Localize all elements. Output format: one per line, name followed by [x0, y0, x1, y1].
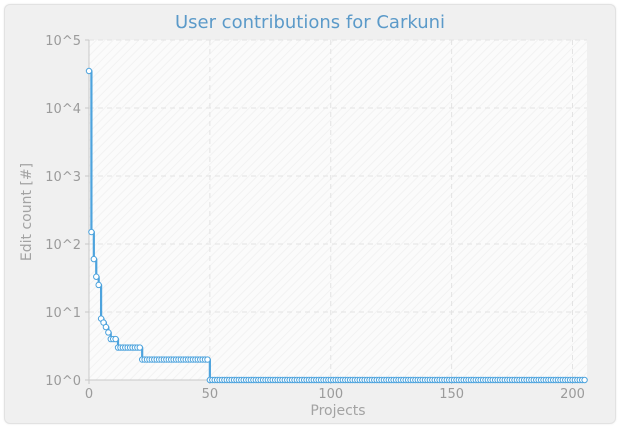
y-tick-label: 10^2	[45, 238, 81, 253]
tick-labels: 10^0 10^1 10^2 10^3 10^4 10^5 0 50 100 150 200	[45, 34, 585, 402]
plot-area	[89, 40, 587, 380]
data-point	[581, 376, 588, 384]
data-point	[88, 228, 95, 236]
x-tick-label: 200	[560, 387, 585, 402]
data-point	[204, 356, 211, 363]
data-point	[90, 255, 98, 263]
data-point	[102, 323, 110, 331]
x-tick-label: 0	[85, 387, 93, 402]
data-point	[93, 273, 100, 280]
y-tick-label: 10^0	[45, 374, 81, 389]
series-group	[85, 67, 588, 384]
chart-svg: 10^0 10^1 10^2 10^3 10^4 10^5 0 50 100 150 200 Pro…	[19, 34, 588, 419]
data-point	[136, 344, 143, 351]
data-point	[85, 67, 93, 75]
x-tick-label: 150	[439, 387, 464, 402]
grid-lines	[89, 39, 587, 380]
y-tick-label: 10^4	[45, 102, 81, 117]
data-point	[112, 335, 119, 343]
x-tick-label: 100	[318, 387, 343, 402]
x-axis-label: Projects	[310, 403, 365, 419]
x-tick-label: 50	[202, 387, 219, 402]
y-axis-label: Edit count [#]	[19, 163, 35, 261]
data-point	[105, 329, 112, 336]
y-tick-label: 10^1	[45, 306, 81, 321]
y-tick-label: 10^5	[45, 34, 81, 49]
chart-title: User contributions for Carkuni	[174, 12, 446, 33]
data-point	[95, 281, 102, 289]
y-tick-label: 10^3	[45, 170, 81, 185]
